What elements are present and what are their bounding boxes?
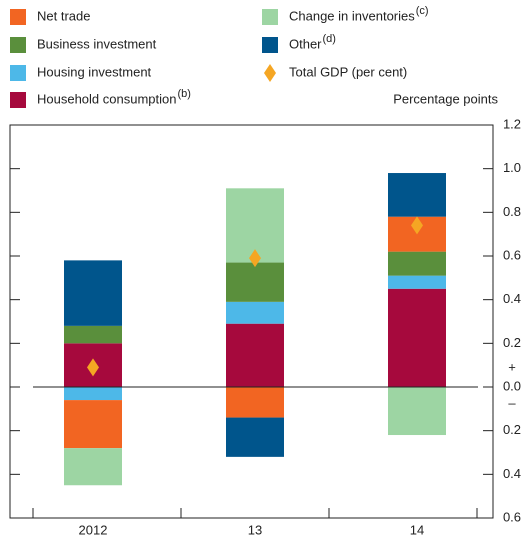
y-axis-label: Percentage points xyxy=(393,91,498,106)
bar-segment xyxy=(388,288,446,387)
legend-swatch xyxy=(10,65,26,81)
y-tick-label: 0.2 xyxy=(503,422,521,437)
bar-segment xyxy=(226,301,284,324)
bar-segment xyxy=(64,387,122,401)
legend-note: (d) xyxy=(323,33,336,45)
legend-label: Net trade xyxy=(37,8,90,23)
legend-label: Business investment xyxy=(37,36,157,51)
y-tick-label: 0.8 xyxy=(503,204,521,219)
legend-swatch xyxy=(262,9,278,25)
bar-segment xyxy=(64,325,122,344)
bar-segment xyxy=(226,387,284,418)
legend-swatch xyxy=(10,92,26,108)
y-tick-label: 0.4 xyxy=(503,291,521,306)
bar-segment xyxy=(64,448,122,486)
sign-label: + xyxy=(508,359,516,374)
legend-note: (c) xyxy=(416,5,429,17)
plot-frame xyxy=(9,124,494,519)
legend-label: Household consumption xyxy=(37,91,176,106)
x-tick-label: 2012 xyxy=(79,522,108,537)
bar-segment xyxy=(64,400,122,449)
bar-segment xyxy=(388,173,446,217)
y-tick-label: 0.0 xyxy=(503,378,521,393)
y-tick-label: 0.2 xyxy=(503,335,521,350)
legend-note: (b) xyxy=(177,88,190,100)
legend-label: Total GDP (per cent) xyxy=(289,64,407,79)
x-tick-label: 14 xyxy=(410,522,424,537)
y-tick-label: 0.6 xyxy=(503,509,521,524)
sign-label: – xyxy=(508,395,516,410)
bar-segment xyxy=(388,275,446,289)
bar-segment xyxy=(226,417,284,457)
legend-label: Other xyxy=(289,36,322,51)
legend-swatch xyxy=(10,9,26,25)
bar-segment xyxy=(226,262,284,302)
gdp-marker xyxy=(411,216,423,235)
bar-segment xyxy=(388,251,446,276)
y-tick-label: 0.4 xyxy=(503,466,521,481)
gdp-marker xyxy=(87,358,99,377)
legend-label: Change in inventories xyxy=(289,8,415,23)
bar-segment xyxy=(64,260,122,326)
y-tick-label: 1.2 xyxy=(503,116,521,131)
bar-segment xyxy=(388,387,446,436)
legend-marker xyxy=(264,64,276,82)
legend-label: Housing investment xyxy=(37,64,152,79)
bar-segment xyxy=(226,323,284,387)
legend-swatch xyxy=(262,37,278,53)
gdp-marker xyxy=(249,249,261,268)
y-tick-label: 1.0 xyxy=(503,160,521,175)
x-tick-label: 13 xyxy=(248,522,262,537)
y-tick-label: 0.6 xyxy=(503,247,521,262)
legend-swatch xyxy=(10,37,26,53)
